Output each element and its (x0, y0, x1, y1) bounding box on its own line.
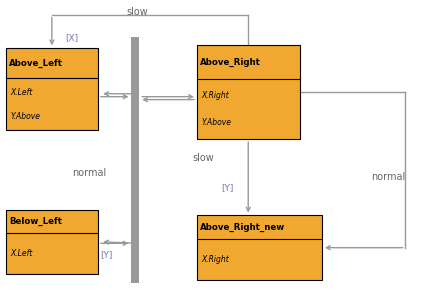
Text: slow: slow (193, 153, 214, 163)
Text: Above_Left: Above_Left (9, 59, 63, 68)
Text: Y.Above: Y.Above (201, 118, 231, 127)
FancyBboxPatch shape (197, 215, 322, 280)
Text: [Y]: [Y] (221, 183, 233, 192)
Text: [Y]: [Y] (100, 250, 113, 260)
Text: Above_Right: Above_Right (200, 58, 261, 67)
FancyBboxPatch shape (197, 45, 300, 139)
Text: normal: normal (72, 168, 107, 178)
FancyBboxPatch shape (131, 37, 139, 283)
FancyBboxPatch shape (6, 48, 98, 131)
Text: slow: slow (127, 7, 149, 17)
Text: [X]: [X] (65, 33, 78, 43)
Text: normal: normal (371, 172, 405, 182)
Text: X.Left: X.Left (10, 249, 32, 258)
Text: Below_Left: Below_Left (9, 217, 62, 226)
Text: X.Right: X.Right (201, 255, 229, 264)
Text: X.Right: X.Right (201, 91, 229, 100)
Text: Y.Above: Y.Above (10, 112, 40, 120)
Text: Above_Right_new: Above_Right_new (200, 223, 286, 232)
FancyBboxPatch shape (6, 210, 98, 274)
Text: X.Left: X.Left (10, 88, 32, 97)
